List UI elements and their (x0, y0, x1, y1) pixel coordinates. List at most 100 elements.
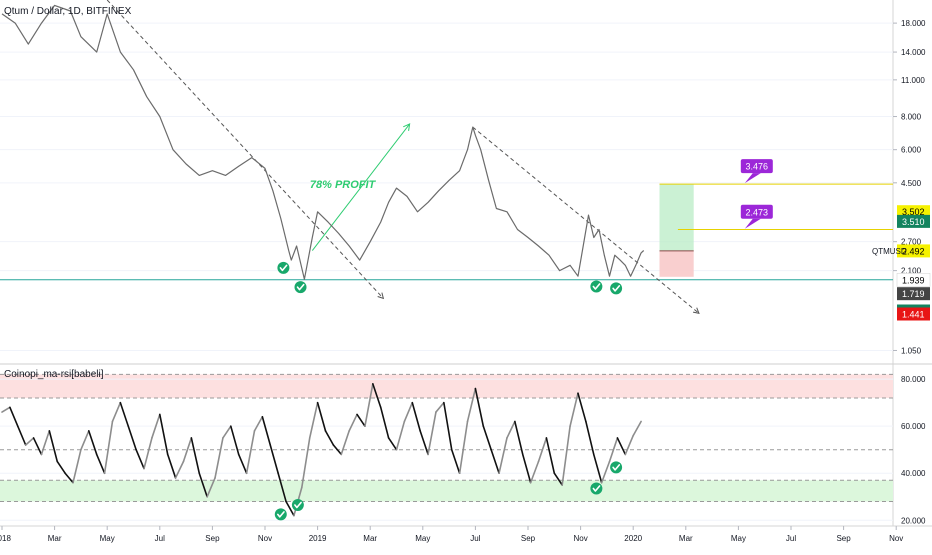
rsi-segment (553, 472, 563, 486)
time-tick-label: Mar (48, 534, 62, 543)
callout-pointer (744, 173, 761, 184)
rsi-segment (435, 401, 445, 413)
rsi-segment (9, 406, 19, 427)
rsi-segment (585, 420, 595, 456)
rsi-segment (135, 448, 145, 470)
check-mark-icon (274, 508, 287, 521)
time-axis[interactable]: 2018 Mar May Jul Sep Nov 2019 Mar May Jul Sep Nov 20… (0, 526, 903, 543)
time-tick-label: Sep (521, 534, 536, 543)
rsi-tick-label: 40.000 (901, 469, 926, 478)
rsi-segment (56, 460, 66, 475)
check-mark-tick (592, 283, 601, 290)
rsi-segment (222, 425, 232, 439)
check-mark-tick (612, 285, 621, 292)
rsi-band (0, 374, 893, 398)
rsi-segment (1, 406, 11, 413)
price-line (1, 4, 645, 280)
time-tick-label: Mar (363, 534, 377, 543)
rsi-segment (608, 437, 619, 463)
rsi-segment (214, 437, 224, 479)
price-tick-label: 8.000 (901, 113, 922, 122)
check-marks (274, 261, 623, 521)
time-tick-label: Mar (679, 534, 693, 543)
rsi-segment (230, 425, 240, 456)
time-tick-label: Sep (205, 534, 220, 543)
rsi-segment (40, 430, 51, 456)
price-badge-label: 3.502 (902, 207, 925, 217)
rsi-segment (285, 500, 295, 517)
rsi-segment (269, 444, 279, 475)
time-tick-label: Sep (836, 534, 851, 543)
rsi-segment (95, 453, 106, 475)
check-mark-icon (610, 461, 623, 474)
rsi-segment (482, 425, 492, 451)
rsi-segment (174, 460, 185, 479)
check-mark-circle (294, 281, 307, 294)
rsi-segment (159, 413, 169, 456)
rsi-band (0, 480, 893, 502)
rsi-segment (356, 413, 366, 427)
check-mark-circle (274, 508, 287, 521)
rsi-segment (308, 401, 319, 439)
price-badge (897, 214, 930, 228)
rsi-segment (561, 425, 571, 486)
check-mark-circle (590, 280, 603, 293)
price-series (1, 4, 645, 280)
rsi-segment (143, 437, 153, 470)
price-badge (897, 307, 930, 321)
time-tick-label: Jul (470, 534, 480, 543)
position-stop-zone (659, 250, 694, 277)
rsi-segment (237, 453, 248, 475)
rsi-segment (324, 430, 335, 446)
rsi-segment (474, 387, 485, 427)
rsi-segment (48, 430, 59, 463)
rsi-segment (182, 437, 193, 463)
rsi-segment (261, 415, 272, 446)
time-tick-label: 2018 (0, 534, 11, 543)
rsi-segment (419, 430, 429, 456)
rsi-pane-background: 20.000 40.000 60.000 80.000 (0, 373, 926, 525)
rsi-series (1, 383, 642, 517)
rsi-segment (411, 401, 421, 432)
rsi-tick-label: 80.000 (901, 375, 926, 384)
rsi-segment (198, 472, 208, 498)
rsi-segment (632, 420, 642, 437)
rsi-segment (616, 437, 627, 456)
price-tick-label: 14.000 (901, 48, 926, 57)
trend-line (106, 0, 384, 299)
rsi-segment (443, 401, 453, 451)
rsi-segment (127, 425, 137, 451)
check-mark-circle (277, 261, 290, 274)
rsi-segment (340, 430, 350, 456)
time-tick-label: Jul (155, 534, 165, 543)
price-tick-label: 6.000 (901, 146, 922, 155)
rsi-segment (600, 460, 611, 484)
price-tick-label: 4.500 (901, 179, 922, 188)
rsi-segment (466, 387, 477, 423)
rsi-segment (569, 392, 579, 427)
rsi-segment (379, 406, 390, 439)
rsi-tick-label: 60.000 (901, 422, 926, 431)
price-badge-label: 1.441 (902, 310, 925, 320)
rsi-segment (119, 401, 130, 427)
check-mark-icon (294, 281, 307, 294)
price-badge (897, 244, 930, 258)
projection-arrowhead (403, 123, 411, 131)
rsi-segment (387, 437, 398, 451)
price-badge-label: 2.492 (902, 246, 925, 256)
check-mark-tick (612, 464, 621, 471)
rsi-segment (514, 420, 524, 456)
check-mark-tick (592, 485, 601, 492)
rsi-segment (151, 413, 161, 439)
rsi-segment (103, 420, 114, 475)
position-target-zone (659, 184, 694, 251)
profit-annotation: 78% PROFIT (310, 179, 377, 191)
rsi-segment (506, 420, 516, 439)
rsi-indicator-title: Coinopi_ma-rsi[babeli] (4, 369, 104, 380)
callout-pointer (744, 218, 761, 229)
price-tick-label: 11.000 (901, 76, 925, 85)
rsi-segment (537, 437, 548, 463)
check-mark-circle (610, 282, 623, 295)
